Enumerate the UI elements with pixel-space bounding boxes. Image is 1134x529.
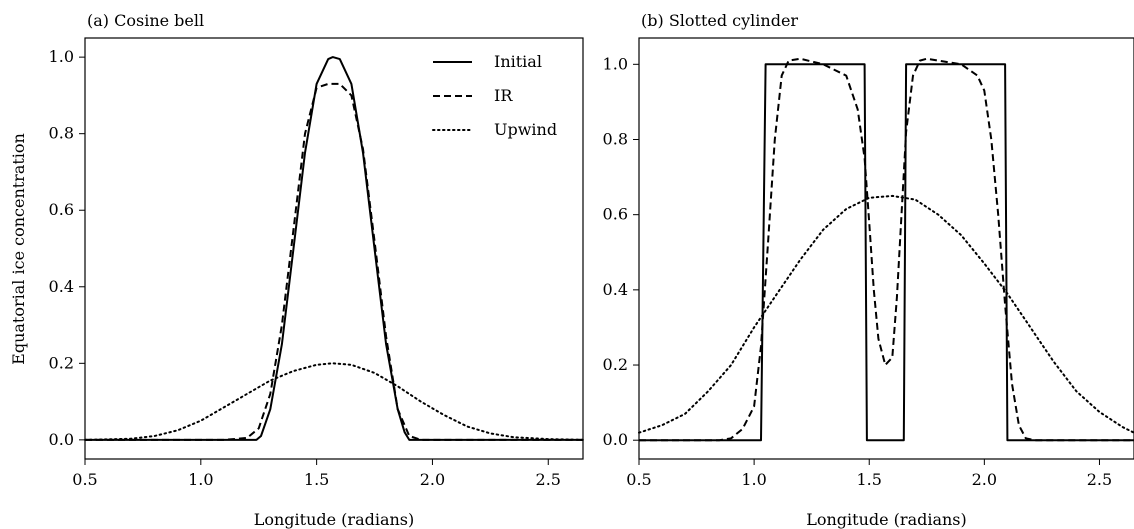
plot-frame (638, 37, 1134, 460)
series-line-upwind (84, 362, 584, 441)
y-tick-label: 0.0 (49, 430, 74, 449)
chart-panel-2: (b) Slotted cylinder 0.5 1.0 1.5 2.0 2.5 0.0 0.… (603, 11, 1134, 529)
y-tick-label: 0.2 (603, 355, 628, 374)
panel-title: (b) Slotted cylinder (641, 11, 798, 30)
panel-title: (a) Cosine bell (87, 11, 204, 30)
y-tick-label: 0.6 (49, 200, 74, 219)
legend-label-initial: Initial (494, 52, 542, 71)
x-tick-label: 1.5 (304, 470, 329, 489)
series-line-upwind (638, 194, 1134, 434)
x-tick-label: 1.0 (188, 470, 213, 489)
y-tick-label: 0.0 (603, 430, 628, 449)
series-line-ir (639, 57, 1134, 442)
y-tick-label: 0.6 (603, 205, 628, 224)
legend-label-upwind: Upwind (494, 120, 557, 139)
series-line-ir (85, 82, 583, 441)
series-line-initial (85, 56, 583, 441)
y-tick-label: 1.0 (603, 54, 628, 73)
x-axis-label: Longitude (radians) (254, 510, 415, 529)
series-line-initial (639, 63, 1134, 442)
legend: Initial IR Upwind (432, 52, 557, 139)
y-tick-label: 0.4 (603, 280, 628, 299)
chart-panel-1: (a) Cosine bell 0.5 1.0 1.5 2.0 2.5 0.0 0.2 0.4 0… (49, 11, 584, 529)
x-tick-label: 2.0 (972, 470, 997, 489)
x-tick-label: 0.5 (626, 470, 651, 489)
legend-label-ir: IR (494, 86, 513, 105)
y-tick-label: 1.0 (49, 47, 74, 66)
x-tick-label: 2.5 (1087, 470, 1112, 489)
y-tick-label: 0.2 (49, 353, 74, 372)
x-tick-label: 1.5 (857, 470, 882, 489)
x-tick-label: 2.0 (420, 470, 445, 489)
plot-frame (84, 37, 584, 460)
x-axis-label: Longitude (radians) (806, 510, 967, 529)
x-tick-label: 1.0 (741, 470, 766, 489)
x-tick-label: 0.5 (72, 470, 97, 489)
y-tick-label: 0.8 (603, 129, 628, 148)
y-tick-label: 0.8 (49, 124, 74, 143)
x-tick-label: 2.5 (536, 470, 561, 489)
y-tick-label: 0.4 (49, 277, 74, 296)
y-axis-label: Equatorial ice concentration (9, 133, 28, 365)
panels: (a) Cosine bell 0.5 1.0 1.5 2.0 2.5 0.0 0.2 0.4 0… (49, 11, 1134, 529)
